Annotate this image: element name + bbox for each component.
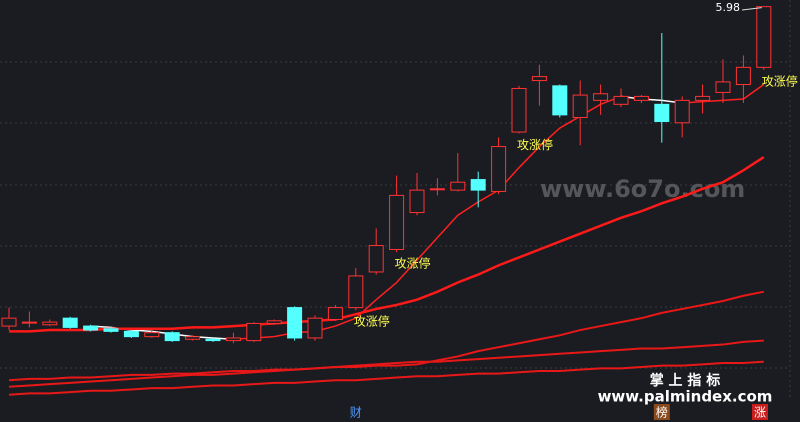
ma-line-segment: [131, 329, 152, 333]
event-marker-bg: [752, 404, 768, 420]
candle-body: [674, 99, 690, 124]
event-marker: 涨: [754, 405, 766, 420]
ma-line-segment: [742, 83, 765, 100]
candle-body: [552, 85, 568, 116]
candle-body: [205, 338, 221, 342]
signal-label: 攻涨停: [517, 137, 553, 152]
candle-body: [613, 95, 629, 105]
ma-line: [9, 156, 765, 333]
candle-body: [103, 328, 119, 332]
ma-line-segment: [457, 201, 479, 216]
event-marker-bg: [347, 404, 364, 420]
candle-body: [21, 321, 37, 324]
candle-body: [1, 317, 17, 327]
candle-body: [327, 307, 343, 320]
candle-body: [572, 94, 588, 119]
ma-line-segment: [702, 99, 724, 103]
candle-body: [83, 325, 99, 331]
ma-line: [8, 360, 764, 396]
candle-body: [368, 245, 384, 273]
candle-body: [348, 275, 364, 309]
candle-body: [756, 6, 772, 68]
peak-pointer: [741, 7, 762, 11]
candle-body: [715, 81, 731, 93]
ma-line-segment: [416, 237, 438, 261]
candle-body: [287, 307, 303, 339]
signal-label: 攻涨停: [354, 314, 390, 329]
candle-body: [185, 336, 201, 340]
candle-body: [491, 146, 507, 192]
candle-body: [654, 103, 670, 122]
candle-body: [429, 188, 445, 191]
ma-line: [8, 290, 764, 382]
ma-line-segment: [355, 299, 377, 319]
candle-body: [695, 95, 711, 101]
watermark-site: www.6o7o.com: [540, 175, 745, 203]
ma-line-segment: [518, 146, 540, 169]
candle-body: [42, 321, 58, 326]
candle-body: [389, 194, 405, 251]
signal-label: 攻涨停: [762, 74, 798, 89]
candle-body: [511, 87, 527, 133]
ma-line: [8, 339, 764, 388]
candle-body: [531, 76, 547, 82]
labels: 攻涨停攻涨停攻涨停攻涨停5.98财榜涨: [347, 1, 798, 420]
event-marker: 榜: [656, 405, 668, 420]
ma-line-segment: [436, 214, 459, 239]
candle-body: [123, 330, 139, 338]
ma-line-segment: [722, 98, 744, 102]
peak-label: 5.98: [716, 1, 741, 14]
watermark-url: www.palmindex.com: [598, 388, 773, 406]
watermark-brand: 掌 上 指 标: [650, 372, 721, 389]
ma-line-segment: [477, 189, 499, 203]
candle-body: [593, 93, 609, 101]
candle-body: [62, 317, 78, 328]
candle-body: [225, 337, 241, 342]
candle-body: [735, 66, 751, 86]
ma-line-segment: [559, 115, 581, 129]
candle-body: [409, 189, 425, 214]
candle-body: [307, 317, 323, 339]
event-marker: 财: [350, 406, 362, 420]
candle-body: [266, 320, 282, 324]
candle-body: [246, 322, 262, 342]
ma-line-segment: [396, 259, 418, 284]
ma-line-segment: [335, 317, 357, 327]
ma-line-segment: [538, 127, 561, 148]
candle-body: [144, 332, 160, 338]
ma-line-segment: [375, 281, 398, 301]
candles: [1, 6, 772, 344]
candle-body: [633, 95, 649, 101]
event-marker-bg: [653, 404, 670, 420]
signal-label: 攻涨停: [395, 256, 431, 271]
candle-body: [164, 332, 180, 342]
candle-body: [470, 179, 486, 191]
candle-body: [450, 181, 466, 191]
